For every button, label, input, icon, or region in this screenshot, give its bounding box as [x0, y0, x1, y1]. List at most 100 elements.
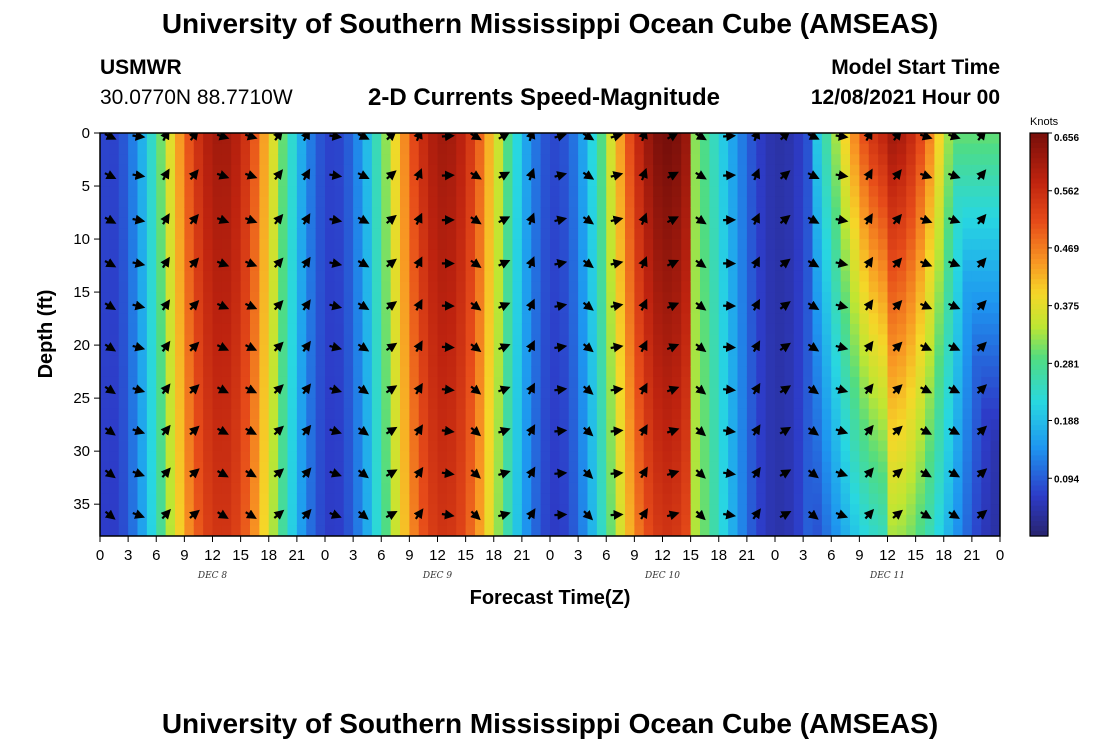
heatmap-cell [662, 387, 673, 399]
heatmap-cell [925, 260, 935, 272]
heatmap-cell [212, 482, 223, 495]
heatmap-cell [953, 281, 964, 293]
heatmap-cell [671, 143, 682, 155]
heatmap-cell [596, 133, 607, 145]
heatmap-cell [446, 525, 457, 536]
station-coordinates: 30.0770N 88.7710W [100, 86, 293, 109]
heatmap-cell [146, 186, 157, 198]
heatmap-cell [531, 270, 542, 283]
heatmap-cell [971, 493, 982, 505]
heatmap-cell [278, 366, 289, 378]
heatmap-cell [231, 408, 242, 420]
heatmap-cell [203, 398, 214, 410]
heatmap-cell [634, 514, 645, 526]
heatmap-cell [203, 164, 214, 177]
colorbar-segment [1030, 208, 1048, 215]
current-vector [582, 133, 595, 141]
heatmap-cell [531, 493, 542, 505]
heatmap-cell [831, 302, 842, 314]
current-vector [104, 170, 117, 180]
heatmap-cell [925, 376, 935, 389]
heatmap-cell [793, 186, 804, 198]
heatmap-cell [578, 366, 589, 378]
heatmap-cell [521, 504, 532, 516]
heatmap-cell [250, 249, 260, 261]
heatmap-cell [671, 408, 682, 420]
heatmap-cell [953, 398, 964, 410]
heatmap-cell [521, 376, 532, 389]
x-tick-label: 12 [204, 547, 221, 564]
heatmap-cell [278, 376, 289, 389]
heatmap-cell [625, 366, 635, 378]
heatmap-cell [850, 493, 860, 505]
x-tick-label: 18 [485, 547, 502, 564]
current-vector [160, 256, 170, 269]
heatmap-cell [615, 302, 626, 314]
heatmap-cell [540, 419, 551, 431]
heatmap-cell [643, 313, 654, 325]
heatmap-cell [231, 186, 242, 198]
heatmap-cell [812, 493, 823, 505]
heatmap-cell [409, 196, 420, 208]
heatmap-cell [259, 260, 270, 272]
heatmap-cell [878, 482, 889, 495]
heatmap-cell [934, 270, 945, 283]
heatmap-cell [165, 525, 176, 536]
heatmap-cell [278, 239, 289, 251]
heatmap-cell [737, 313, 748, 325]
heatmap-cell [878, 334, 889, 346]
y-tick-label: 5 [82, 178, 90, 195]
heatmap-cell [793, 514, 804, 526]
heatmap-cell [231, 196, 242, 208]
heatmap-cell [100, 228, 110, 240]
heatmap-cell [146, 260, 157, 272]
heatmap-cell [915, 408, 926, 420]
current-vector [807, 468, 819, 479]
heatmap-cell [587, 525, 598, 536]
heatmap-cell [746, 175, 757, 187]
heatmap-cell [709, 249, 720, 261]
heatmap-cell [540, 281, 551, 293]
heatmap-cell [615, 313, 626, 325]
heatmap-cell [203, 186, 214, 198]
heatmap-cell [943, 143, 954, 155]
heatmap-cell [493, 323, 504, 336]
current-vector [723, 468, 737, 479]
heatmap-cell [559, 260, 570, 272]
heatmap-cell [306, 292, 317, 304]
heatmap-cell [428, 514, 439, 526]
heatmap-cell [306, 493, 317, 505]
heatmap-cell [943, 323, 954, 336]
heatmap-cell [962, 482, 973, 495]
current-vector [104, 509, 116, 520]
heatmap-cell [896, 323, 907, 336]
heatmap-cell [287, 175, 298, 187]
current-vector [666, 385, 680, 395]
colorbar-segment [1030, 460, 1048, 467]
heatmap-cell [203, 270, 214, 283]
heatmap-cell [568, 408, 579, 420]
heatmap-cell [315, 525, 326, 536]
colorbar-segment [1030, 304, 1048, 310]
heatmap-cell [231, 429, 242, 442]
heatmap-cell [512, 217, 523, 230]
heatmap-cell [700, 249, 710, 261]
heatmap-cell [625, 292, 635, 304]
heatmap-cell [990, 525, 1000, 536]
heatmap-cell [465, 239, 476, 251]
current-vector [610, 133, 624, 142]
current-vector [919, 170, 933, 180]
current-vector [188, 300, 200, 311]
heatmap-cell [353, 164, 364, 177]
current-vector [132, 214, 146, 225]
heatmap-cell [737, 302, 748, 314]
heatmap-cell [971, 270, 982, 283]
heatmap-cell [671, 419, 682, 431]
heatmap-cell [559, 313, 570, 325]
heatmap-cell [962, 164, 973, 177]
heatmap-cell [578, 249, 589, 261]
heatmap-cell [550, 440, 560, 452]
heatmap-cell [878, 302, 889, 314]
heatmap-cell [203, 249, 214, 261]
heatmap-cell [962, 366, 973, 378]
